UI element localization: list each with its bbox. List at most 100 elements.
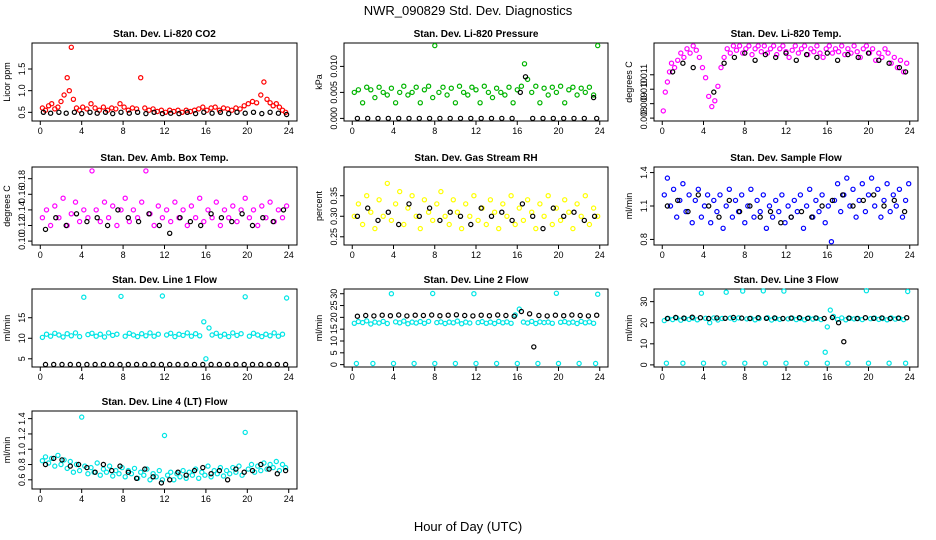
data-point (172, 199, 178, 205)
data-point (801, 43, 808, 49)
data-point (692, 197, 699, 204)
data-point (803, 51, 810, 58)
x-tick-label: 12 (471, 126, 481, 136)
data-point (887, 315, 893, 322)
data-point (217, 464, 224, 471)
data-point (664, 315, 671, 322)
data-point (404, 313, 410, 319)
x-tick-label: 4 (391, 372, 396, 382)
x-tick-label: 0 (38, 250, 43, 260)
y-tick-label: 0.10 (17, 232, 27, 250)
data-point (246, 214, 253, 221)
data-point (353, 360, 360, 367)
data-point (540, 115, 546, 122)
data-point (758, 49, 765, 55)
data-point (595, 291, 601, 297)
data-point (865, 192, 872, 198)
data-point (701, 203, 708, 209)
data-point (594, 115, 600, 122)
data-point (826, 43, 833, 49)
data-point (582, 192, 589, 199)
data-point (900, 69, 907, 75)
data-point (379, 312, 385, 318)
data-point (143, 110, 149, 117)
data-point (242, 110, 248, 116)
data-point (770, 43, 777, 49)
data-point (85, 471, 91, 477)
data-point (873, 57, 879, 64)
data-point (700, 360, 707, 366)
y-tick-label: 10 (639, 339, 649, 349)
data-point (167, 330, 174, 336)
data-point (706, 203, 712, 209)
data-point (590, 94, 597, 101)
panel-9: Stan. Dev. Line 3 Flow ml/min 0 4 8 12 16 20 24 0… (624, 275, 919, 382)
series-1 (39, 44, 289, 116)
data-point (434, 319, 440, 326)
y-tick-label: 5 (17, 356, 27, 361)
data-point (225, 214, 232, 221)
data-point (78, 414, 85, 420)
x-tick-label: 12 (159, 250, 169, 260)
data-point (141, 472, 147, 478)
data-point (230, 330, 236, 336)
data-point (66, 87, 73, 94)
data-point (158, 361, 165, 368)
panel-5: Stan. Dev. Gas Stream RH percent 0 4 8 12 16 20… (314, 153, 609, 260)
data-point (172, 333, 178, 340)
data-point (245, 466, 251, 472)
data-point (680, 360, 686, 366)
data-point (411, 360, 417, 367)
series-1 (661, 288, 911, 366)
data-point (540, 225, 546, 232)
data-point (279, 331, 286, 337)
data-point (413, 213, 419, 219)
data-point (76, 467, 83, 474)
data-point (201, 109, 207, 116)
data-point (754, 197, 760, 204)
data-point (690, 64, 696, 71)
data-point (175, 361, 181, 368)
data-point (275, 110, 282, 116)
data-point (824, 324, 831, 330)
data-point (234, 218, 240, 225)
data-point (63, 222, 69, 229)
data-point (224, 106, 231, 112)
data-point (370, 360, 376, 367)
y-tick-label: 0.6 (17, 474, 27, 487)
data-point (208, 474, 214, 480)
data-point (510, 100, 516, 106)
y-tick-label: 30 (329, 289, 339, 299)
data-point (502, 92, 508, 98)
data-point (187, 218, 194, 225)
data-point (213, 330, 219, 336)
data-point (722, 315, 728, 321)
data-point (43, 207, 50, 213)
x-tick-label: 0 (350, 372, 355, 382)
y-tick-label: 20 (639, 318, 649, 328)
data-point (739, 192, 745, 198)
data-point (161, 432, 168, 439)
data-point (711, 197, 717, 204)
y-axis-label: ml/min (2, 437, 12, 464)
data-point (809, 214, 815, 220)
data-point (817, 50, 823, 56)
data-point (100, 104, 107, 110)
data-point (696, 54, 703, 61)
data-point (175, 469, 181, 475)
data-point (839, 43, 845, 49)
data-point (711, 315, 717, 321)
data-point (437, 217, 443, 224)
data-point (702, 74, 709, 81)
data-point (570, 84, 576, 90)
data-point (821, 315, 827, 322)
data-point (872, 203, 878, 209)
y-tick-label: 0.005 (329, 81, 339, 104)
data-point (586, 319, 593, 325)
data-point (732, 197, 739, 204)
data-point (209, 110, 215, 116)
data-point (67, 361, 74, 368)
x-tick-label: 12 (159, 372, 169, 382)
